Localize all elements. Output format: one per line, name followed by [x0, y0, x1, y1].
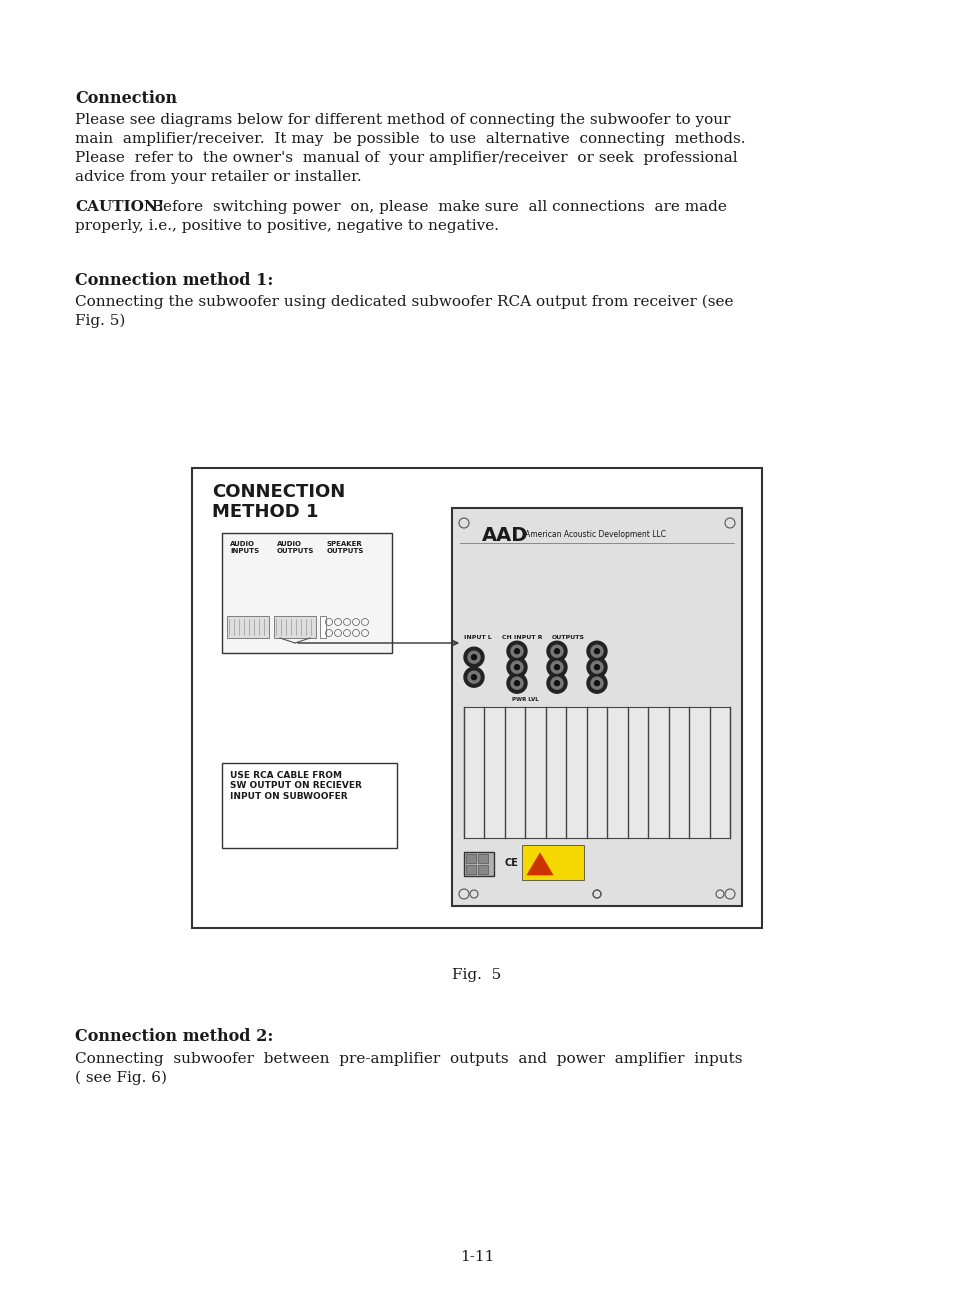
- Circle shape: [551, 661, 562, 673]
- Circle shape: [514, 681, 519, 686]
- Text: Connection method 1:: Connection method 1:: [75, 272, 274, 289]
- Circle shape: [551, 677, 562, 690]
- Bar: [227, 616, 269, 638]
- Text: CONNECTION: CONNECTION: [212, 483, 345, 501]
- Text: Connecting  subwoofer  between  pre-amplifier  outputs  and  power  amplifier  i: Connecting subwoofer between pre-amplifi…: [75, 1052, 741, 1066]
- Bar: [274, 616, 315, 638]
- Bar: [477, 854, 488, 863]
- Text: METHOD 1: METHOD 1: [212, 503, 318, 521]
- Text: OUTPUTS: OUTPUTS: [552, 635, 584, 641]
- Circle shape: [586, 642, 606, 661]
- Text: SPEAKER
OUTPUTS: SPEAKER OUTPUTS: [327, 541, 364, 554]
- Bar: [452, 509, 741, 906]
- Text: ( see Fig. 6): ( see Fig. 6): [75, 1071, 167, 1086]
- Text: CH INPUT R: CH INPUT R: [501, 635, 542, 641]
- Circle shape: [468, 651, 479, 664]
- Circle shape: [506, 657, 526, 677]
- Circle shape: [506, 673, 526, 694]
- Circle shape: [590, 646, 602, 657]
- Text: Please  refer to  the owner's  manual of  your amplifier/receiver  or seek  prof: Please refer to the owner's manual of yo…: [75, 151, 737, 166]
- Bar: [465, 864, 476, 873]
- Bar: [222, 763, 396, 848]
- Circle shape: [546, 642, 566, 661]
- Text: CE: CE: [504, 858, 518, 868]
- Circle shape: [471, 674, 476, 679]
- Text: main  amplifier/receiver.  It may  be possible  to use  alternative  connecting : main amplifier/receiver. It may be possi…: [75, 132, 744, 146]
- Circle shape: [463, 647, 483, 668]
- Text: AUDIO
OUTPUTS: AUDIO OUTPUTS: [276, 541, 314, 554]
- Text: 1-11: 1-11: [459, 1250, 494, 1264]
- Circle shape: [511, 646, 522, 657]
- Text: AUDIO
INPUTS: AUDIO INPUTS: [230, 541, 259, 554]
- Text: American Acoustic Development LLC: American Acoustic Development LLC: [524, 531, 665, 540]
- Text: USE RCA CABLE FROM
SW OUTPUT ON RECIEVER
INPUT ON SUBWOOFER: USE RCA CABLE FROM SW OUTPUT ON RECIEVER…: [230, 771, 361, 801]
- Text: properly, i.e., positive to positive, negative to negative.: properly, i.e., positive to positive, ne…: [75, 219, 498, 233]
- Text: advice from your retailer or installer.: advice from your retailer or installer.: [75, 170, 361, 184]
- Circle shape: [551, 646, 562, 657]
- Bar: [521, 845, 583, 880]
- Text: Before  switching power  on, please  make sure  all connections  are made: Before switching power on, please make s…: [147, 201, 726, 214]
- Circle shape: [546, 657, 566, 677]
- Circle shape: [463, 668, 483, 687]
- Text: PWR LVL: PWR LVL: [512, 697, 538, 703]
- Text: !: !: [537, 861, 541, 871]
- Circle shape: [506, 642, 526, 661]
- Circle shape: [590, 677, 602, 690]
- Text: Fig.  5: Fig. 5: [452, 968, 501, 982]
- Circle shape: [586, 673, 606, 694]
- Text: Fig. 5): Fig. 5): [75, 314, 125, 329]
- Text: CAUTION: CAUTION: [554, 851, 585, 857]
- Circle shape: [594, 665, 598, 670]
- Circle shape: [514, 648, 519, 653]
- Circle shape: [468, 672, 479, 683]
- Text: Connection method 2:: Connection method 2:: [75, 1027, 274, 1046]
- Bar: [465, 854, 476, 863]
- Text: Connecting the subwoofer using dedicated subwoofer RCA output from receiver (see: Connecting the subwoofer using dedicated…: [75, 295, 733, 309]
- Circle shape: [594, 648, 598, 653]
- Text: Please see diagrams below for different method of connecting the subwoofer to yo: Please see diagrams below for different …: [75, 113, 730, 127]
- Circle shape: [514, 665, 519, 670]
- Circle shape: [546, 673, 566, 694]
- Bar: [477, 864, 488, 873]
- Text: Connection: Connection: [75, 91, 177, 107]
- Circle shape: [554, 665, 558, 670]
- Bar: [319, 616, 326, 638]
- Circle shape: [554, 648, 558, 653]
- Text: AAD: AAD: [481, 525, 528, 545]
- Circle shape: [590, 661, 602, 673]
- Circle shape: [471, 655, 476, 660]
- Circle shape: [511, 677, 522, 690]
- Circle shape: [586, 657, 606, 677]
- Bar: [222, 533, 392, 653]
- Polygon shape: [526, 853, 553, 875]
- Bar: [192, 468, 761, 928]
- Text: CAUTION!: CAUTION!: [75, 201, 164, 214]
- Bar: [463, 851, 494, 876]
- Bar: [463, 708, 729, 839]
- Circle shape: [554, 681, 558, 686]
- Text: INPUT L: INPUT L: [463, 635, 491, 641]
- Circle shape: [594, 681, 598, 686]
- Circle shape: [511, 661, 522, 673]
